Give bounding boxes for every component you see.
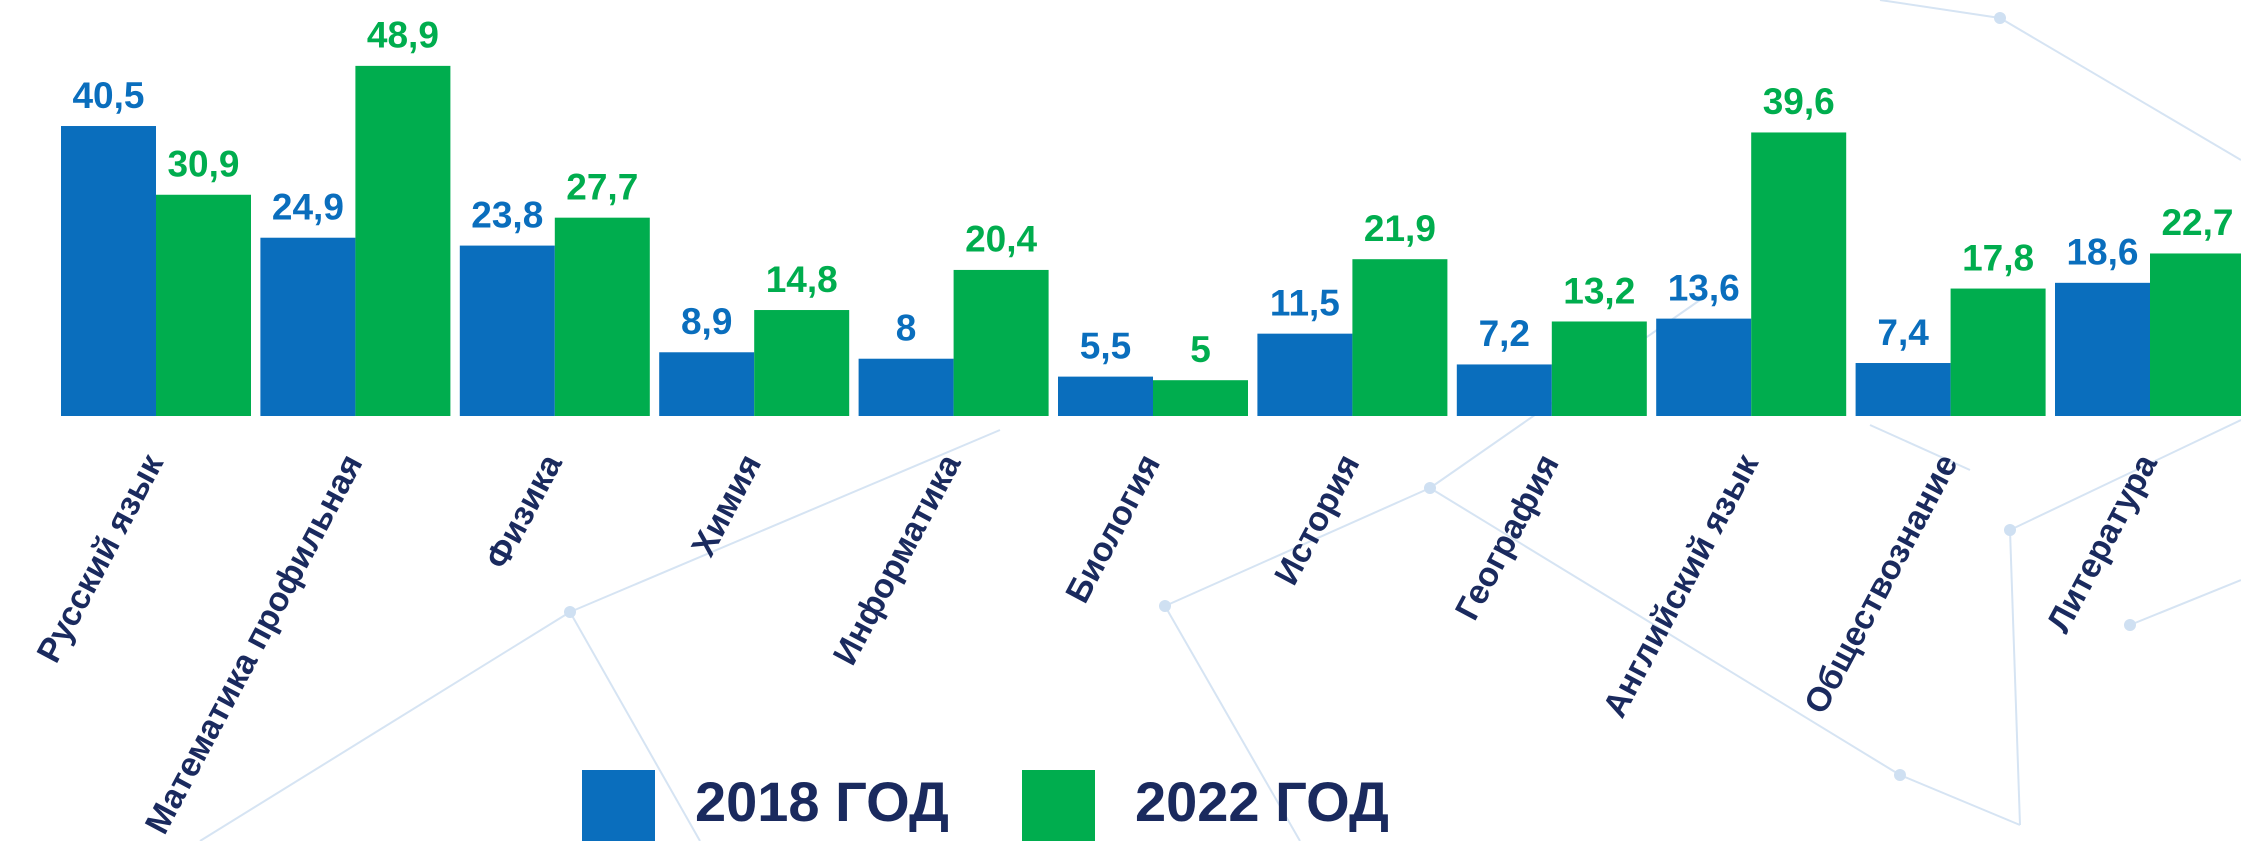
bar [355,65,451,416]
bar [1058,376,1153,416]
x-tick-label: Биология [1058,448,1168,609]
x-tick-label: Информатика [826,447,969,671]
value-label: 17,8 [1962,237,2034,278]
bar [1352,259,1448,416]
x-tick-label: География [1448,448,1567,626]
bar [1751,132,1847,417]
legend-label: 2022 ГОД [1135,770,1389,833]
bar [1257,333,1353,416]
bar [1551,321,1647,416]
value-label: 27,7 [566,166,638,207]
bar [2150,253,2241,416]
legend-swatch [1022,770,1095,841]
bar [156,194,251,416]
value-label: 13,6 [1668,267,1740,308]
bar [659,352,755,416]
value-label: 13,2 [1563,270,1635,311]
bar [858,358,954,416]
value-label: 40,5 [72,75,144,116]
value-label: 11,5 [1270,282,1340,323]
x-tick-label: Физика [478,447,570,575]
x-tick-label: Английский язык [1596,447,1767,723]
x-tick-label: Русский язык [30,447,172,668]
value-label: 5 [1190,329,1211,370]
x-tick-label: Химия [684,448,769,563]
value-label: 39,6 [1763,81,1835,122]
value-label: 20,4 [965,219,1037,260]
x-tick-label: Литература [2040,447,2166,639]
value-label: 24,9 [272,186,344,227]
bar [1656,318,1752,416]
value-label: 8,9 [681,301,732,342]
bar [554,217,650,416]
x-tick-label: Математика профильная [138,448,371,840]
value-label: 21,9 [1364,208,1436,249]
x-tick-label: История [1267,448,1367,591]
bar [1855,363,1951,416]
value-label: 8 [896,308,917,349]
value-label: 7,2 [1479,313,1530,354]
value-label: 18,6 [2066,232,2138,273]
legend-swatch [582,770,655,841]
background-network [199,0,2241,841]
bar [1456,364,1552,416]
bar [61,126,156,417]
bar [1153,380,1248,416]
bar [2055,282,2150,416]
value-label: 5,5 [1080,325,1131,366]
value-label: 30,9 [167,144,239,185]
value-label: 22,7 [2161,202,2233,243]
value-label: 14,8 [766,259,838,300]
bar [953,269,1049,416]
value-label: 23,8 [471,194,543,235]
bar [459,245,555,416]
value-label: 7,4 [1877,312,1929,353]
x-tick-label: Обществознание [1797,448,1966,720]
bar [754,310,850,416]
bar [1950,288,2046,416]
legend-label: 2018 ГОД [695,770,949,833]
value-label: 48,9 [367,15,439,56]
bar [260,237,356,416]
